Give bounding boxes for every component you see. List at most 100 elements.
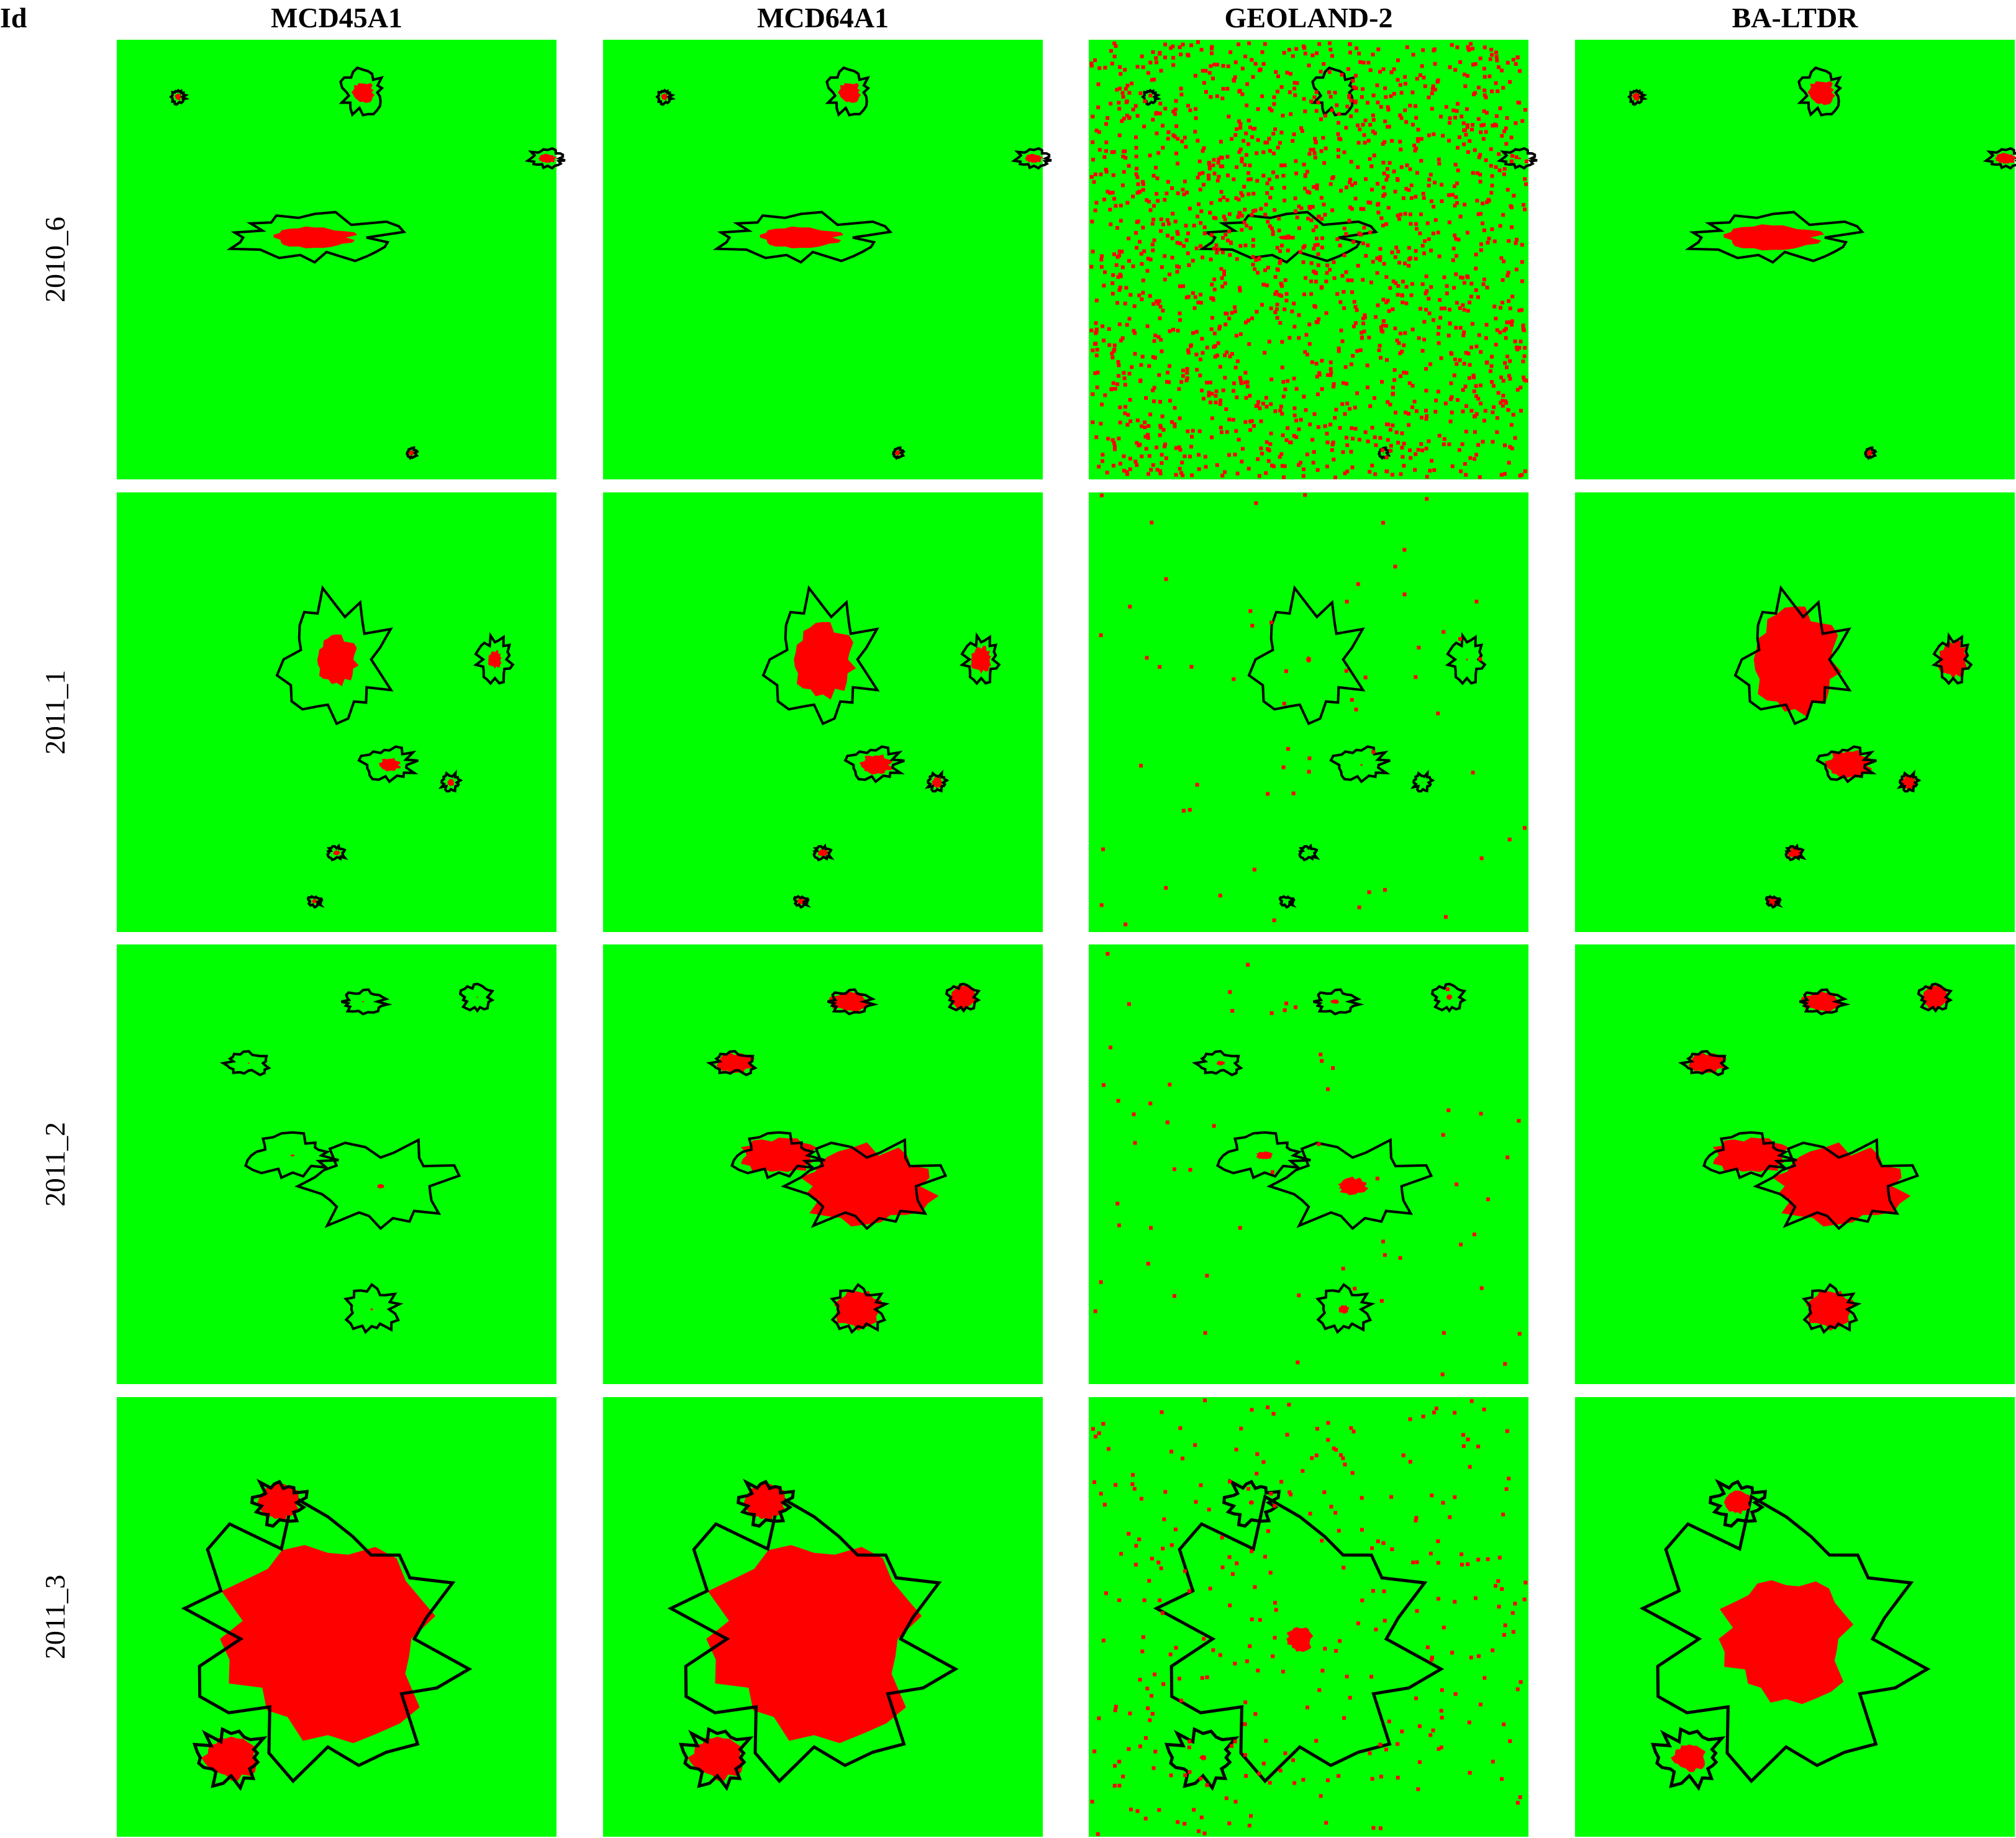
burned-speck [1343,365,1348,369]
burned-speck [1187,263,1191,267]
burned-speck [1293,93,1297,97]
burned-speck [1181,1456,1184,1460]
burned-speck [1408,1460,1412,1464]
burned-speck [1450,410,1454,415]
burned-speck [1521,360,1525,363]
burned-speck [1476,1654,1481,1659]
burned-speck [1302,97,1306,101]
burned-speck [1346,67,1350,71]
burned-speck [1491,1648,1495,1652]
burned-speck [1479,350,1483,354]
burned-speck [1238,244,1243,248]
burned-speck [1276,145,1280,150]
burned-speck [1502,167,1507,171]
burned-speck [1351,240,1356,244]
burned-speck [1286,248,1290,253]
burned-speck [1521,324,1525,328]
burned-speck [1305,170,1309,174]
burned-speck [1225,155,1230,159]
burned-speck [1202,1831,1207,1836]
burned-speck [1133,460,1138,464]
burned-speck [1213,355,1217,359]
burned-speck [1144,446,1148,451]
burned-area [273,226,358,248]
burned-speck [1317,317,1321,321]
burned-speck [1156,199,1160,203]
burned-speck [1091,348,1095,353]
burned-speck [1197,1829,1201,1833]
burned-speck [1326,1421,1330,1425]
burned-speck [1520,308,1523,312]
burned-speck [1497,1605,1501,1609]
burned-speck [1295,215,1299,220]
burned-speck [1496,89,1500,93]
burned-speck [1515,55,1520,60]
reference-perimeter [1931,632,1973,686]
reference-perimeter [667,1494,959,1783]
burned-speck [1479,856,1484,861]
burned-speck [1453,1600,1457,1604]
burned-speck [1368,157,1372,161]
burned-speck [1340,339,1345,343]
reference-perimeter [706,1049,758,1077]
burned-speck [1507,838,1512,841]
burned-speck [1404,120,1409,124]
burned-speck [1453,68,1458,72]
burned-speck [1523,469,1527,473]
burned-speck [1429,285,1433,289]
burned-speck [1174,99,1178,103]
burned-speck [1209,327,1214,332]
burned-speck [1280,284,1284,288]
burned-speck [1155,176,1160,181]
burned-speck [1356,263,1360,268]
burned-speck [1315,468,1320,472]
burned-speck [1099,903,1104,907]
burned-speck [1427,133,1431,137]
reference-perimeter [219,1049,271,1077]
burned-speck [1219,398,1223,402]
burned-speck [1353,181,1358,185]
burned-speck [1190,473,1194,478]
burned-speck [1401,1453,1405,1457]
burned-speck [1381,224,1385,228]
burned-speck [1165,191,1169,196]
burned-speck [1221,236,1225,240]
burned-speck [1494,1583,1497,1588]
burned-speck [1166,371,1169,374]
burned-speck [1130,1482,1135,1487]
burned-speck [1390,473,1394,477]
reference-perimeter [338,66,384,117]
burned-speck [1136,182,1140,186]
burned-speck [1432,132,1436,137]
burned-speck [1115,301,1119,305]
burned-speck [1221,64,1225,68]
burned-speck [1324,311,1328,315]
burned-speck [1176,1820,1180,1824]
burned-speck [1431,1728,1435,1732]
burned-speck [1100,402,1104,407]
burned-speck [1449,351,1453,355]
burned-speck [1114,263,1119,267]
burned-speck [1330,442,1335,446]
burned-speck [1152,78,1156,82]
burned-speck [1115,382,1120,386]
burned-speck [1500,134,1504,138]
burned-speck [1448,120,1451,125]
burned-speck [1212,345,1216,349]
burned-speck [1353,196,1358,201]
burned-speck [1368,230,1373,235]
burned-speck [1513,436,1517,440]
burned-speck [1466,123,1469,127]
burned-speck [1181,188,1185,192]
burned-speck [1261,283,1266,287]
burned-speck [1243,1722,1247,1726]
burned-speck [1424,446,1428,451]
burned-speck [1437,157,1441,161]
burned-speck [1460,442,1464,446]
burned-speck [1381,319,1386,323]
burned-speck [1174,1646,1178,1650]
burned-speck [1330,448,1334,452]
burned-speck [1269,109,1274,112]
burned-speck [1514,155,1519,160]
burned-speck [1266,1529,1270,1533]
